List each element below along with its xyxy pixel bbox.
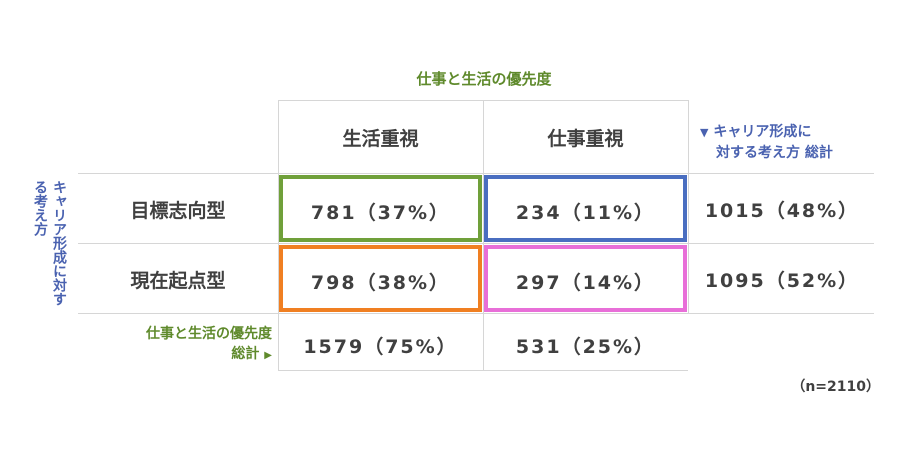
matrix-column-axis-title: 仕事と生活の優先度 bbox=[416, 70, 552, 88]
column-total-label-line2: 総計 bbox=[231, 346, 260, 362]
matrix-cell-goal-work: 234（11%） bbox=[484, 175, 687, 242]
row-axis-title: キャリア形成に対する考え方 bbox=[32, 180, 67, 306]
grid-line bbox=[483, 100, 484, 371]
row-header-goal: 目標志向型 bbox=[130, 200, 226, 222]
cell-value: 234（11%） bbox=[515, 202, 656, 224]
column-total-life: 1579（75%） bbox=[303, 336, 458, 358]
row-total-header-line2: 対する考え方 総計 bbox=[716, 145, 833, 161]
column-header-work: 仕事重視 bbox=[547, 128, 624, 150]
cell-value: 297（14%） bbox=[515, 272, 656, 294]
cell-value: 798（38%） bbox=[310, 272, 451, 294]
matrix-cell-present-work: 297（14%） bbox=[484, 245, 687, 312]
column-header-life: 生活重視 bbox=[342, 128, 419, 150]
row-total-present: 1095（52%） bbox=[704, 270, 860, 292]
grid-line bbox=[78, 173, 874, 174]
column-total-work: 531（25%） bbox=[515, 336, 656, 358]
down-triangle-icon: ▼ bbox=[700, 126, 709, 139]
column-total-label: 仕事と生活の優先度 総計 ▶ bbox=[60, 324, 272, 366]
grid-line bbox=[688, 100, 689, 314]
right-triangle-icon: ▶ bbox=[264, 350, 272, 361]
cell-value: 781（37%） bbox=[310, 202, 451, 224]
row-total-header: ▼ キャリア形成に 対する考え方 総計 bbox=[700, 122, 890, 163]
sample-size-label: （n=2110） bbox=[791, 379, 880, 395]
grid-line bbox=[278, 100, 279, 371]
grid-line bbox=[78, 313, 874, 314]
matrix-cell-present-life: 798（38%） bbox=[279, 245, 482, 312]
column-total-label-line1: 仕事と生活の優先度 bbox=[146, 326, 272, 342]
row-header-present: 現在起点型 bbox=[130, 270, 226, 292]
row-total-header-line1: キャリア形成に bbox=[713, 124, 812, 140]
row-total-goal: 1015（48%） bbox=[704, 200, 860, 222]
grid-line bbox=[78, 243, 874, 244]
matrix-cell-goal-life: 781（37%） bbox=[279, 175, 482, 242]
